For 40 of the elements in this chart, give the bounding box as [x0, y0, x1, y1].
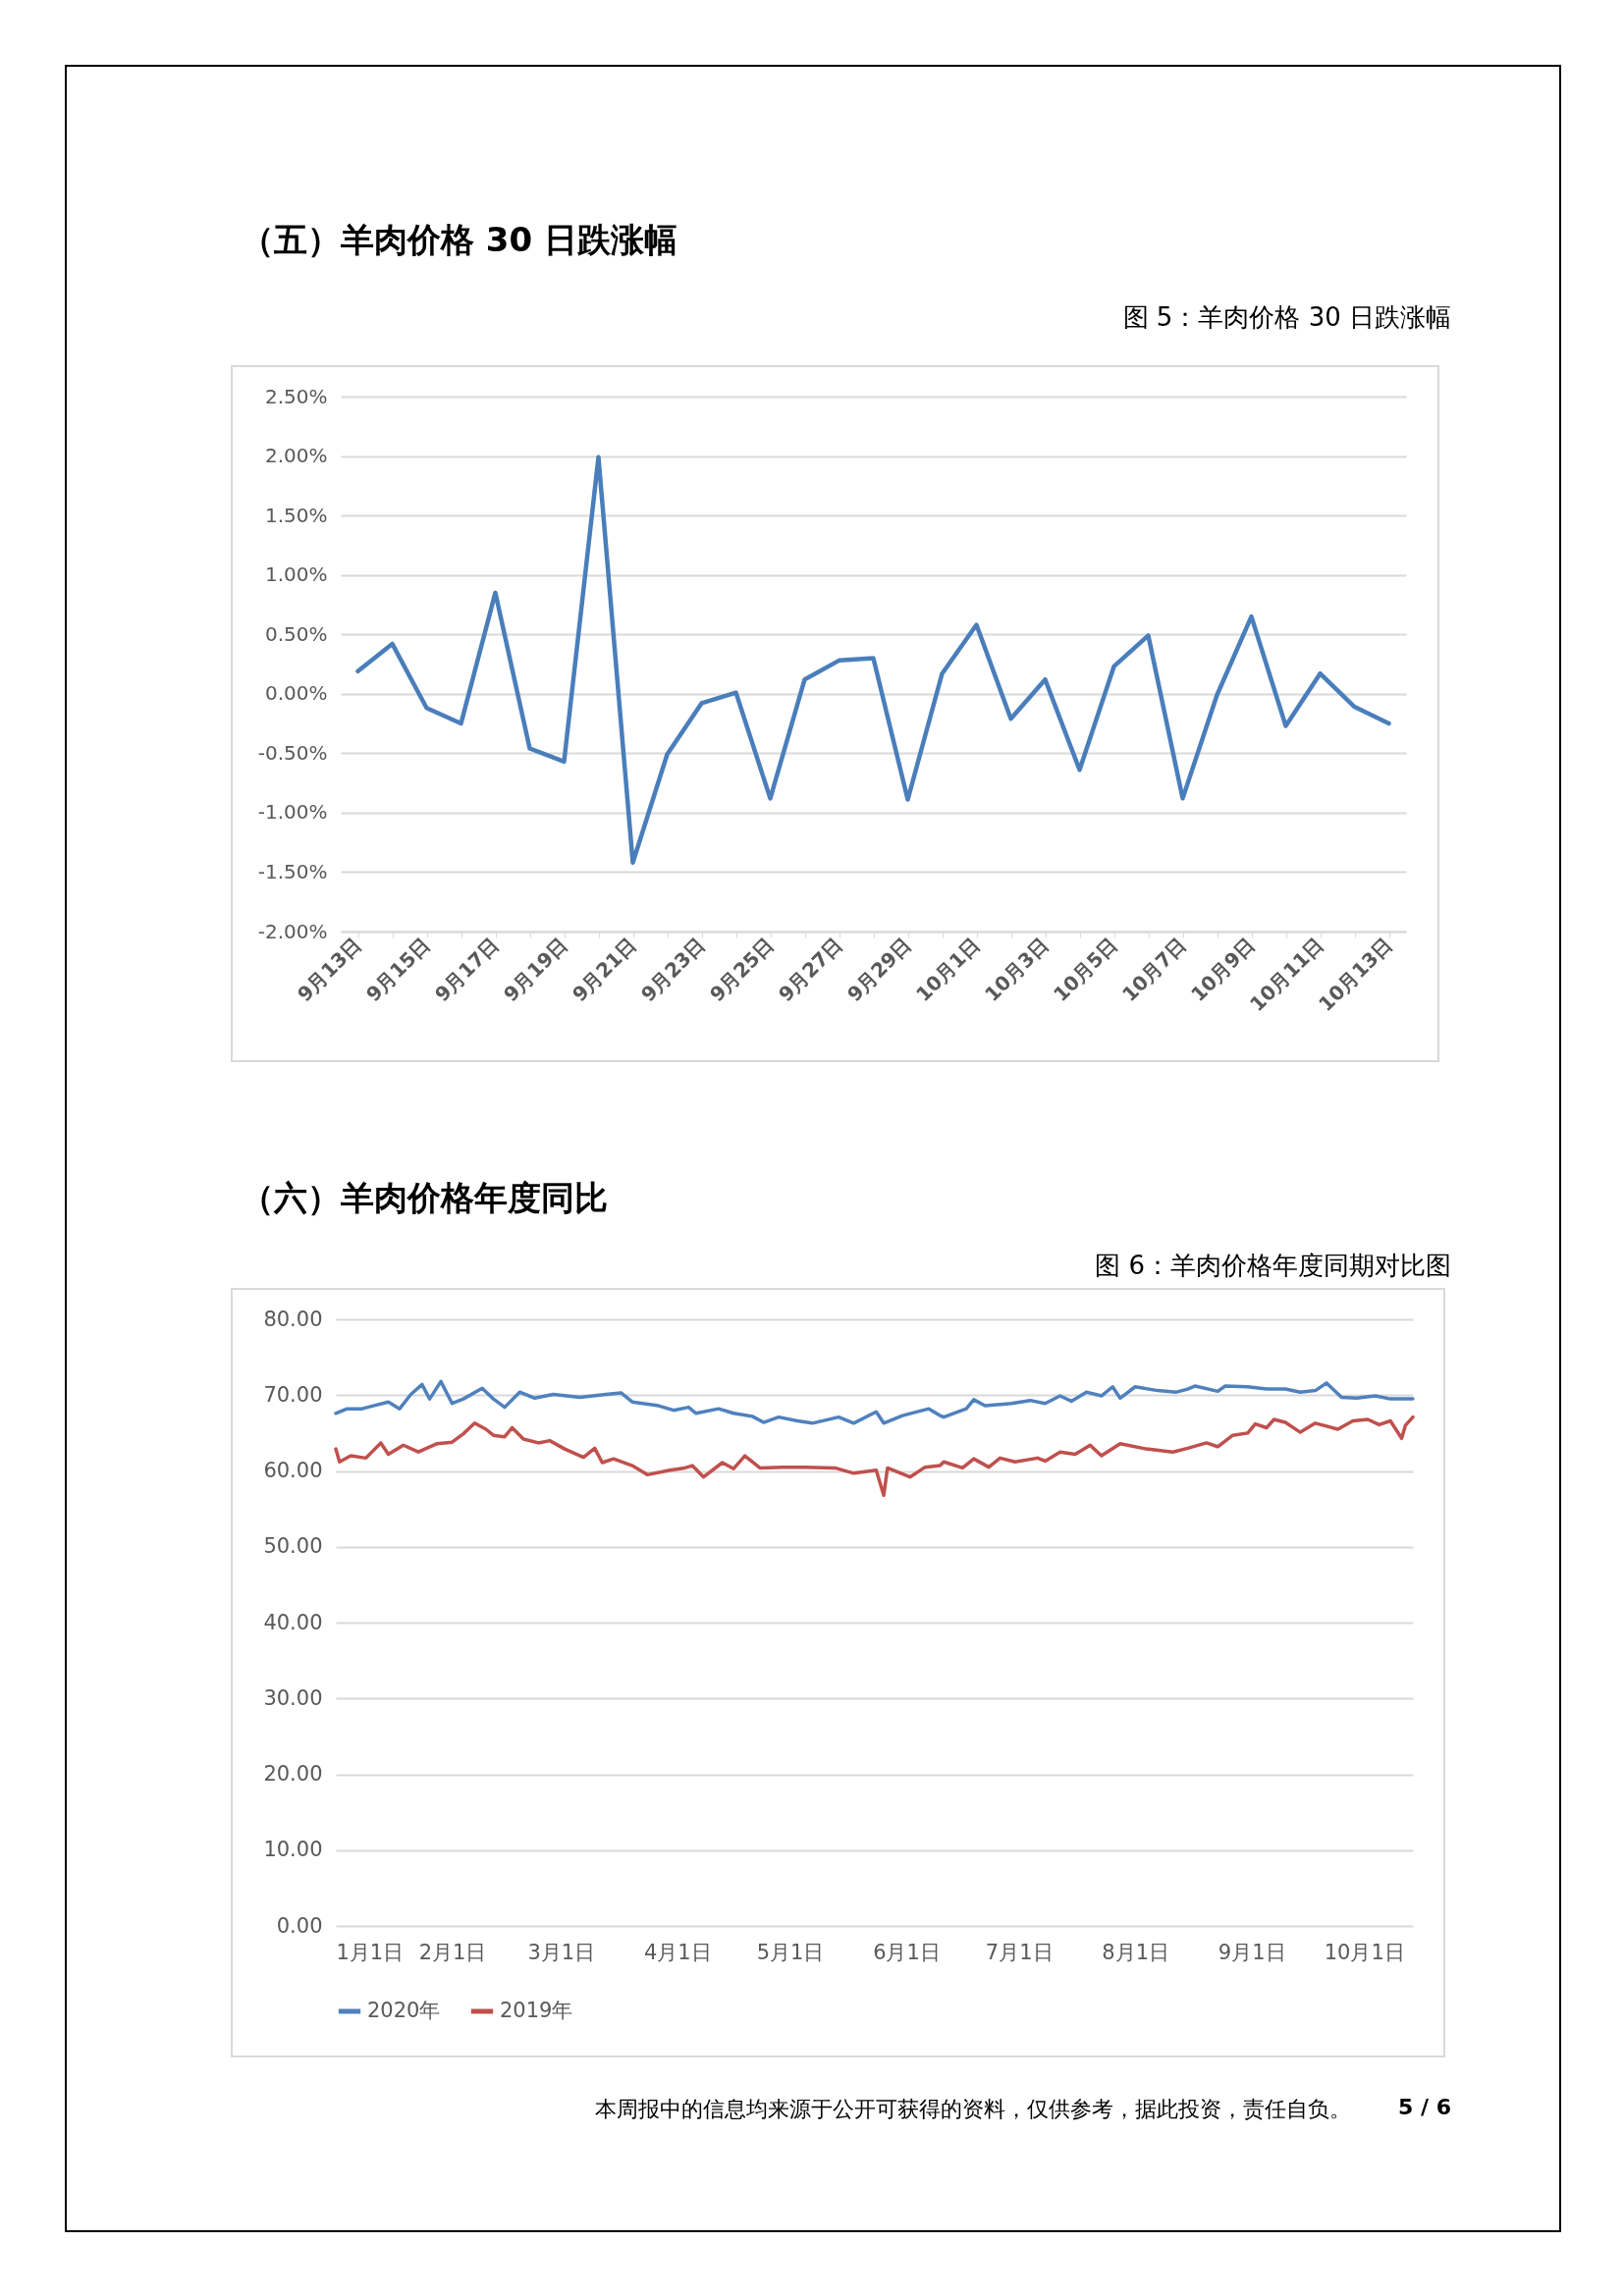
x-tick-label: 9月1日 — [1218, 1940, 1286, 1964]
x-tick-label: 1月1日 — [336, 1940, 405, 1964]
y-tick-label: 80.00 — [263, 1307, 323, 1331]
y-tick-label: 1.50% — [264, 503, 328, 527]
x-tick-label: 3月1日 — [527, 1940, 596, 1964]
y-tick-label: 60.00 — [263, 1459, 323, 1482]
y-tick-label: 2.50% — [264, 384, 328, 408]
x-tick-label: 6月1日 — [873, 1940, 941, 1964]
legend-label: 2020年 — [367, 1999, 441, 2022]
line-series — [355, 454, 1391, 866]
y-tick-label: 20.00 — [263, 1762, 323, 1786]
chart-title: （五）羊肉价格 30 日跌涨幅 — [241, 219, 677, 261]
x-tick-label: 4月1日 — [643, 1940, 712, 1964]
x-tick-label: 5月1日 — [756, 1940, 825, 1964]
y-tick-label: -1.00% — [257, 800, 328, 825]
y-tick-label: -2.00% — [257, 919, 328, 943]
y-tick-label: 0.00 — [276, 1913, 323, 1938]
chart-title: （六）羊肉价格年度同比 — [241, 1177, 608, 1219]
y-tick-label: 0.00% — [264, 681, 328, 706]
text: 本周报中的信息均来源于公开可获得的资料，仅供参考，据此投资，责任自负。 — [595, 2096, 1352, 2123]
y-tick-label: 1.00% — [264, 562, 328, 587]
x-tick-label: 10月1日 — [1324, 1940, 1405, 1964]
y-tick-label: 30.00 — [263, 1685, 323, 1710]
y-tick-label: 70.00 — [263, 1382, 323, 1407]
chart-subtitle: 图 6：羊肉价格年度同期对比图 — [1095, 1250, 1451, 1282]
x-tick-label: 2月1日 — [418, 1940, 487, 1964]
y-tick-label: 40.00 — [263, 1610, 323, 1634]
y-tick-label: -0.50% — [257, 740, 328, 765]
x-tick-label: 8月1日 — [1102, 1940, 1170, 1964]
line-series — [334, 1415, 1415, 1497]
x-tick-label: 7月1日 — [985, 1940, 1054, 1964]
y-tick-label: 0.50% — [264, 621, 328, 646]
y-tick-label: 50.00 — [263, 1534, 323, 1559]
y-tick-label: 10.00 — [263, 1838, 323, 1862]
y-tick-label: -1.50% — [257, 859, 328, 883]
y-tick-label: 2.00% — [264, 444, 328, 468]
legend-label: 2019年 — [500, 1999, 573, 2022]
chart-subtitle: 图 5：羊肉价格 30 日跌涨幅 — [1122, 301, 1451, 334]
text: 5 / 6 — [1398, 2095, 1451, 2121]
line-series — [334, 1379, 1415, 1425]
